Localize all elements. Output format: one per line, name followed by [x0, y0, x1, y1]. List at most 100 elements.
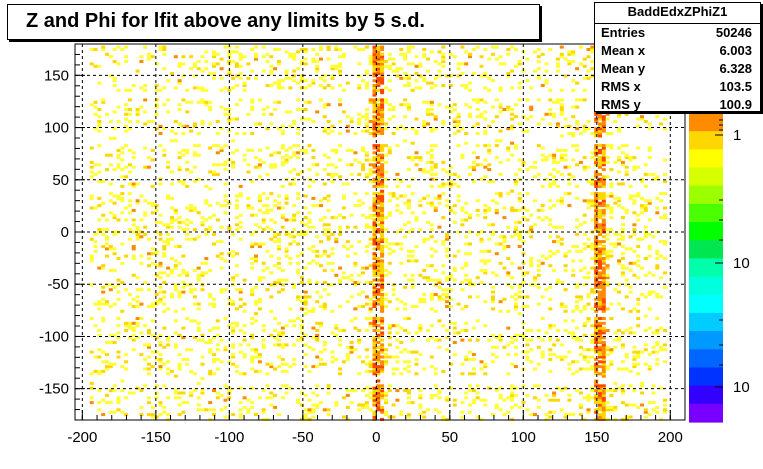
heatmap-cell [158, 232, 163, 236]
heatmap-cell [594, 180, 599, 184]
heatmap-cell [280, 278, 285, 282]
heatmap-cell [598, 329, 602, 332]
heatmap-cell [181, 271, 186, 275]
heatmap-cell [494, 201, 499, 205]
heatmap-cell [269, 254, 274, 258]
heatmap-cell [349, 172, 354, 176]
heatmap-cell [594, 252, 599, 256]
heatmap-cell [643, 184, 648, 188]
heatmap-cell [322, 182, 327, 186]
heatmap-cell [429, 108, 434, 111]
heatmap-cell [510, 405, 515, 409]
heatmap-cell [410, 259, 415, 263]
heatmap-cell [277, 60, 281, 63]
heatmap-cell [116, 317, 121, 320]
heatmap-cell [341, 194, 346, 198]
heatmap-cell [353, 348, 358, 352]
heatmap-cell [166, 240, 171, 244]
heatmap-cell [349, 350, 354, 354]
heatmap-cell [552, 180, 557, 184]
heatmap-cell [624, 208, 629, 212]
heatmap-cell [311, 204, 316, 208]
heatmap-cell [376, 115, 381, 119]
heatmap-cell [414, 305, 419, 308]
heatmap-cell [594, 199, 599, 203]
heatmap-cell [299, 417, 304, 421]
heatmap-cell [120, 365, 125, 369]
heatmap-cell [200, 261, 205, 265]
heatmap-cell [391, 293, 396, 296]
heatmap-cell [326, 283, 331, 287]
heatmap-cell [429, 393, 434, 397]
heatmap-cell [395, 367, 400, 371]
heatmap-cell [391, 355, 396, 359]
heatmap-cell [177, 273, 182, 277]
heatmap-cell [376, 168, 381, 172]
heatmap-cell [601, 266, 606, 270]
heatmap-cell [620, 266, 625, 270]
heatmap-cell [475, 122, 480, 126]
heatmap-cell [181, 124, 186, 128]
heatmap-cell [525, 305, 530, 308]
heatmap-cell [116, 88, 121, 92]
stats-mean-x-value: 6.003 [719, 43, 752, 58]
heatmap-cell [468, 165, 472, 169]
heatmap-cell [181, 307, 186, 311]
heatmap-cell [112, 389, 117, 393]
heatmap-cell [341, 55, 346, 59]
heatmap-cell [655, 341, 660, 344]
heatmap-cell [552, 393, 557, 397]
heatmap-cell [494, 403, 499, 407]
heatmap-cell [429, 184, 434, 188]
heatmap-cell [288, 232, 293, 236]
heatmap-cell [376, 345, 381, 349]
heatmap-cell [533, 283, 537, 287]
heatmap-cell [234, 132, 239, 135]
heatmap-cell [468, 281, 472, 284]
heatmap-cell [594, 369, 599, 373]
heatmap-cell [124, 324, 129, 328]
heatmap-cell [361, 146, 365, 150]
heatmap-cell [636, 254, 641, 258]
color-scale-band [689, 222, 723, 241]
heatmap-cell [598, 317, 602, 320]
heatmap-cell [636, 309, 641, 313]
heatmap-cell [391, 242, 396, 246]
heatmap-cell [223, 194, 228, 198]
heatmap-cell [659, 216, 664, 220]
heatmap-cell [189, 290, 194, 294]
heatmap-cell [376, 177, 381, 181]
heatmap-cell [116, 355, 121, 359]
heatmap-cell [112, 285, 117, 289]
heatmap-cell [162, 271, 167, 275]
heatmap-cell [319, 305, 323, 308]
heatmap-cell [647, 326, 652, 330]
heatmap-cell [372, 228, 377, 232]
heatmap-cell [380, 285, 385, 289]
heatmap-cell [135, 317, 140, 320]
heatmap-cell [181, 74, 186, 78]
heatmap-cell [177, 261, 182, 265]
heatmap-cell [483, 300, 488, 304]
heatmap-cell [257, 278, 262, 282]
heatmap-cell [292, 55, 297, 59]
heatmap-cell [196, 153, 201, 157]
heatmap-cell [269, 333, 274, 337]
heatmap-cell [544, 158, 549, 162]
heatmap-cell [376, 84, 381, 87]
heatmap-cell [406, 317, 411, 320]
heatmap-cell [303, 223, 308, 227]
heatmap-cell [525, 343, 530, 347]
heatmap-cell [517, 122, 522, 126]
heatmap-cell [368, 362, 373, 366]
heatmap-cell [601, 350, 606, 354]
heatmap-cell [529, 257, 534, 260]
heatmap-cell [280, 79, 285, 83]
heatmap-cell [636, 259, 641, 263]
heatmap-cell [620, 235, 625, 239]
heatmap-cell [364, 317, 369, 320]
heatmap-cell [548, 182, 553, 186]
heatmap-cell [196, 276, 201, 280]
heatmap-cell [578, 160, 583, 164]
heatmap-cell [170, 139, 174, 143]
